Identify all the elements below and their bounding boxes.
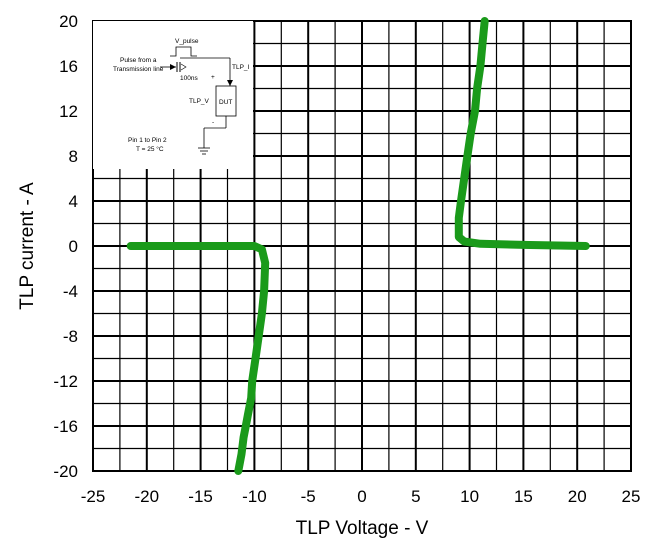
y-tick-label: 12 [59, 102, 78, 121]
x-tick-label: -25 [81, 487, 106, 506]
y-tick-label: 0 [69, 237, 78, 256]
y-tick-label: 8 [69, 147, 78, 166]
x-tick-label: 5 [411, 487, 420, 506]
x-tick-label: 15 [514, 487, 533, 506]
source-arrow-icon [170, 64, 176, 70]
y-tick-label: -8 [63, 327, 78, 346]
series-line-1 [126, 242, 270, 475]
y-tick-label: 20 [59, 12, 78, 31]
y-tick-labels: 20 16 12 8 4 0 -4 -8 -12 -16 -20 [53, 12, 78, 481]
x-tick-label: -15 [188, 487, 213, 506]
x-tick-label: -10 [242, 487, 267, 506]
y-tick-label: -4 [63, 282, 78, 301]
plot-frame [92, 20, 632, 472]
pulse-width-left-arrow-icon [180, 63, 187, 71]
x-axis-title: TLP Voltage - V [296, 518, 429, 539]
x-tick-label: 0 [357, 487, 366, 506]
y-tick-label: -12 [53, 372, 78, 391]
x-tick-labels: -25 -20 -15 -10 -5 0 5 10 15 20 25 [81, 487, 641, 506]
x-tick-label: -5 [301, 487, 316, 506]
inset-label-tlp-v: TLP_V [189, 98, 210, 105]
pulse-waveform-icon [170, 46, 197, 57]
y-tick-label: -20 [53, 462, 78, 481]
x-tick-label: 10 [460, 487, 479, 506]
inset-label-width: 100ns [180, 75, 198, 82]
y-tick-label: 4 [69, 192, 78, 211]
inset-label-dut: DUT [219, 99, 232, 106]
inset-label-temperature: T = 25 °C [136, 145, 164, 153]
inset-label-v-pulse: V_pulse [175, 38, 199, 45]
inset-label-transmission-line: Transmission line [113, 66, 164, 73]
data-series [126, 17, 590, 475]
x-tick-label: 20 [568, 487, 587, 506]
x-tick-label: 25 [622, 487, 641, 506]
inset-label-minus: - [212, 119, 214, 126]
y-tick-label: 16 [59, 57, 78, 76]
y-axis-title: TLP current - A [17, 182, 38, 310]
inset-label-pins: Pin 1 to Pin 2 [128, 137, 167, 144]
y-tick-label: -16 [53, 417, 78, 436]
series-line-2 [454, 17, 590, 250]
current-arrow-icon [227, 80, 233, 86]
inset-label-tlp-i: TLP_I [232, 64, 250, 71]
x-tick-label: -20 [135, 487, 160, 506]
inset-label-pulse-from: Pulse from a [120, 57, 157, 64]
inset-label-plus: + [211, 74, 215, 81]
inset-schematic: V_pulse Pulse from a Transmission line 1… [93, 21, 253, 169]
